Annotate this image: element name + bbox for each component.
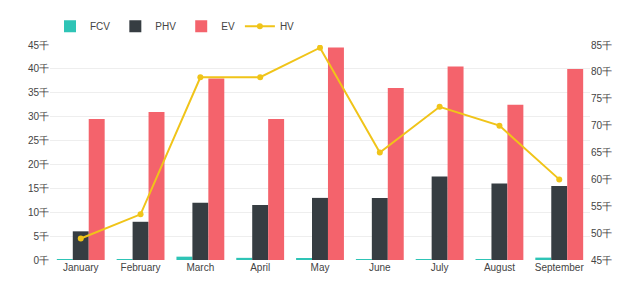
svg-text:10千: 10千 (28, 207, 49, 218)
svg-text:July: July (431, 262, 449, 273)
svg-text:25千: 25千 (28, 135, 49, 146)
svg-text:30千: 30千 (28, 111, 49, 122)
svg-text:April: April (250, 262, 270, 273)
svg-text:January: January (63, 262, 99, 273)
svg-text:5千: 5千 (33, 231, 49, 242)
svg-text:EV: EV (221, 21, 235, 32)
svg-text:35千: 35千 (28, 87, 49, 98)
svg-text:55千: 55千 (591, 201, 612, 212)
svg-text:FCV: FCV (90, 21, 110, 32)
svg-text:85千: 85千 (591, 40, 612, 51)
svg-text:50千: 50千 (591, 228, 612, 239)
svg-text:80千: 80千 (591, 66, 612, 77)
svg-text:15千: 15千 (28, 183, 49, 194)
svg-text:August: August (484, 262, 515, 273)
svg-text:March: March (186, 262, 214, 273)
svg-text:45千: 45千 (28, 40, 49, 51)
svg-text:0千: 0千 (33, 255, 49, 266)
svg-text:September: September (535, 262, 585, 273)
svg-text:65千: 65千 (591, 147, 612, 158)
svg-text:45千: 45千 (591, 255, 612, 266)
svg-text:70千: 70千 (591, 120, 612, 131)
svg-text:75千: 75千 (591, 93, 612, 104)
svg-text:February: February (121, 262, 161, 273)
svg-text:May: May (311, 262, 330, 273)
svg-text:PHV: PHV (155, 21, 176, 32)
svg-text:June: June (369, 262, 391, 273)
svg-text:60千: 60千 (591, 174, 612, 185)
svg-text:40千: 40千 (28, 63, 49, 74)
svg-text:20千: 20千 (28, 159, 49, 170)
svg-text:HV: HV (280, 21, 294, 32)
